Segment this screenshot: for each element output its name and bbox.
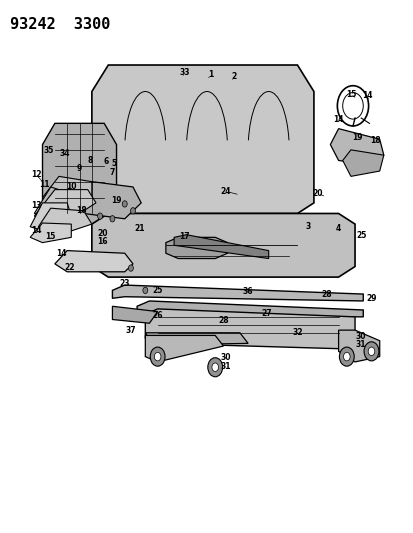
Text: 5: 5 <box>112 159 117 167</box>
Text: 12: 12 <box>31 170 41 179</box>
Polygon shape <box>342 150 383 176</box>
Text: 34: 34 <box>60 149 70 158</box>
Text: 17: 17 <box>179 232 189 241</box>
Text: 9: 9 <box>77 164 82 173</box>
Text: 6: 6 <box>103 157 109 166</box>
Polygon shape <box>34 187 67 219</box>
Circle shape <box>339 347 354 366</box>
Text: 18: 18 <box>76 206 87 215</box>
Text: 28: 28 <box>218 316 228 325</box>
Polygon shape <box>145 309 354 349</box>
Circle shape <box>128 265 133 271</box>
Text: 7: 7 <box>109 168 115 177</box>
Polygon shape <box>34 190 96 224</box>
Polygon shape <box>38 208 92 233</box>
Polygon shape <box>145 335 223 362</box>
Circle shape <box>97 213 102 219</box>
Text: 18: 18 <box>369 136 380 145</box>
Text: 27: 27 <box>261 309 271 318</box>
Text: 37: 37 <box>125 326 136 335</box>
Text: 10: 10 <box>66 182 76 191</box>
Text: 31: 31 <box>355 341 366 350</box>
Circle shape <box>122 201 127 207</box>
Text: 1: 1 <box>208 70 213 79</box>
Polygon shape <box>55 251 133 272</box>
Circle shape <box>363 342 378 361</box>
Text: 19: 19 <box>111 196 121 205</box>
Text: 23: 23 <box>119 279 130 288</box>
Text: 14: 14 <box>361 91 372 100</box>
Text: 21: 21 <box>133 224 144 233</box>
Polygon shape <box>43 176 92 208</box>
Text: 8: 8 <box>87 156 92 165</box>
Text: 16: 16 <box>97 237 107 246</box>
Polygon shape <box>174 235 268 259</box>
Text: 36: 36 <box>242 287 253 296</box>
Text: 2: 2 <box>230 72 236 81</box>
Text: 11: 11 <box>39 180 50 189</box>
Circle shape <box>130 208 135 214</box>
Polygon shape <box>145 333 247 345</box>
Text: 4: 4 <box>335 224 340 233</box>
Text: 30: 30 <box>220 353 230 362</box>
Circle shape <box>367 347 374 356</box>
Text: 30: 30 <box>355 332 366 341</box>
Text: 14: 14 <box>31 227 41 236</box>
Polygon shape <box>43 123 116 224</box>
Polygon shape <box>112 285 362 301</box>
Text: 26: 26 <box>152 311 162 320</box>
Polygon shape <box>92 214 354 277</box>
Text: 19: 19 <box>351 133 361 142</box>
Text: 31: 31 <box>220 362 230 370</box>
Text: 29: 29 <box>366 294 376 303</box>
Text: 15: 15 <box>345 90 355 99</box>
Text: 32: 32 <box>292 328 302 337</box>
Polygon shape <box>112 306 157 323</box>
Circle shape <box>110 216 115 222</box>
Circle shape <box>142 287 147 294</box>
Polygon shape <box>30 223 71 243</box>
Text: 20: 20 <box>312 189 323 198</box>
Text: 93242  3300: 93242 3300 <box>9 17 110 33</box>
Text: 33: 33 <box>179 68 189 77</box>
Text: 14: 14 <box>56 249 66 258</box>
Text: 22: 22 <box>64 263 74 272</box>
Polygon shape <box>330 128 383 166</box>
Polygon shape <box>92 65 313 214</box>
Text: 3: 3 <box>304 222 310 231</box>
Polygon shape <box>338 330 379 362</box>
Text: 15: 15 <box>45 232 56 241</box>
Text: 25: 25 <box>355 231 366 240</box>
Text: 24: 24 <box>220 187 230 196</box>
Text: 20: 20 <box>97 229 107 238</box>
Text: 14: 14 <box>332 115 343 124</box>
Circle shape <box>150 347 165 366</box>
Polygon shape <box>79 182 141 219</box>
Circle shape <box>154 352 161 361</box>
Polygon shape <box>166 237 227 259</box>
Circle shape <box>211 363 218 372</box>
Text: 28: 28 <box>320 290 331 299</box>
Text: 35: 35 <box>43 147 54 156</box>
Polygon shape <box>137 301 362 317</box>
Circle shape <box>343 352 349 361</box>
Polygon shape <box>30 203 71 232</box>
Circle shape <box>207 358 222 377</box>
Text: 13: 13 <box>31 201 41 210</box>
Text: 25: 25 <box>152 286 162 295</box>
